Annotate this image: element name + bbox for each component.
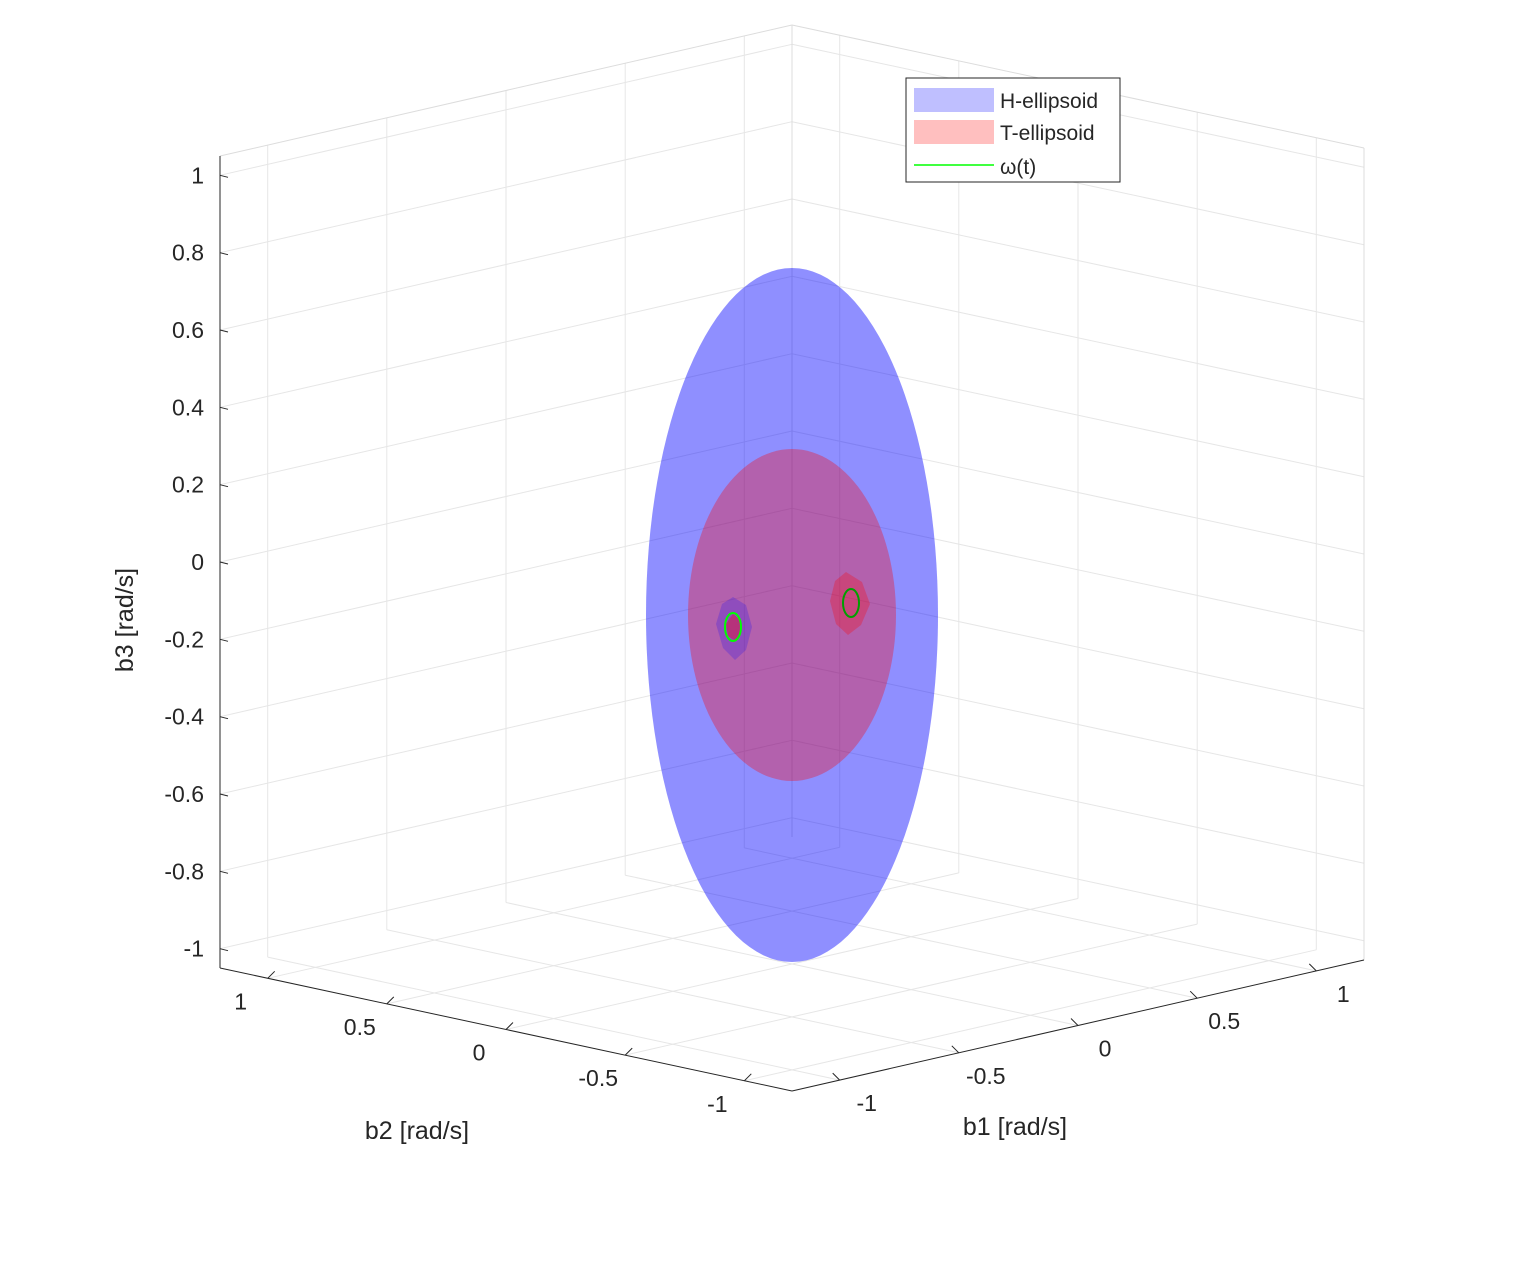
grid-line bbox=[791, 507, 1365, 632]
z-tick-label: -1 bbox=[184, 936, 204, 962]
grid-line bbox=[219, 121, 793, 254]
y-tick-label: 1 bbox=[234, 988, 247, 1014]
grid-line bbox=[791, 817, 1365, 942]
axes bbox=[219, 156, 1365, 1092]
y-tick-mark bbox=[624, 1047, 633, 1056]
z-tick-label: 0.4 bbox=[172, 394, 204, 420]
h-ellipsoid-cap-left bbox=[716, 597, 752, 660]
y-tick-label: -0.5 bbox=[578, 1065, 618, 1091]
grid-line bbox=[791, 353, 1365, 478]
grid-line bbox=[791, 430, 1365, 555]
z-tick-mark bbox=[219, 870, 229, 874]
x-tick-mark bbox=[951, 1045, 960, 1054]
t-ellipsoid-cap-left bbox=[726, 614, 741, 641]
grid-line bbox=[219, 275, 793, 408]
legend: H-ellipsoid T-ellipsoid ω(t) bbox=[905, 77, 1121, 183]
x-tick-mark bbox=[832, 1072, 841, 1081]
y-axis-label: b2 [rad/s] bbox=[365, 1117, 469, 1145]
legend-label-omega: ω(t) bbox=[1000, 156, 1036, 179]
x-tick-mark bbox=[1308, 963, 1317, 972]
omega-trajectory-right bbox=[842, 588, 860, 618]
y-tick-label: 0.5 bbox=[344, 1014, 376, 1040]
grid-line bbox=[386, 872, 959, 1005]
t-ellipsoid-surface bbox=[688, 449, 896, 781]
x-tick-label: -0.5 bbox=[966, 1063, 1006, 1089]
y-tick-mark bbox=[743, 1073, 752, 1082]
grid-line bbox=[791, 275, 1365, 400]
legend-label-h: H-ellipsoid bbox=[1000, 90, 1098, 113]
x-axis-label: b1 [rad/s] bbox=[963, 1113, 1067, 1141]
grid-line bbox=[219, 430, 793, 563]
grid-line bbox=[219, 662, 793, 795]
grid-line bbox=[219, 817, 793, 950]
grid-line bbox=[791, 739, 1365, 864]
z-tick-label: 0.2 bbox=[172, 472, 204, 498]
tick-labels: -1 -0.5 0 0.5 1 -1 -0.5 0 0.5 1 -1 -0.8 -0.6 -0.4 -0.2… bbox=[164, 162, 1349, 1117]
y-tick-mark bbox=[505, 1022, 514, 1030]
legend-swatch-h bbox=[914, 88, 994, 112]
x-tick-mark bbox=[1189, 990, 1198, 999]
z-tick-label: -0.4 bbox=[164, 704, 204, 730]
box-edge bbox=[219, 24, 793, 157]
grid-line bbox=[267, 846, 840, 979]
z-tick-label: 0 bbox=[191, 549, 204, 575]
grid-line bbox=[219, 198, 793, 331]
z-tick-label: 0.8 bbox=[172, 240, 204, 266]
grid-line bbox=[791, 121, 1365, 246]
x-tick-label: 0 bbox=[1099, 1036, 1112, 1062]
z-tick-mark bbox=[219, 329, 229, 333]
z-tick-mark bbox=[219, 716, 229, 720]
y-tick-label: -1 bbox=[707, 1091, 727, 1117]
z-axis-label: b3 [rad/s] bbox=[111, 568, 139, 672]
plot-surfaces bbox=[646, 268, 938, 962]
z-tick-mark bbox=[219, 174, 229, 178]
x-tick-label: -1 bbox=[856, 1090, 876, 1116]
z-tick-label: -0.8 bbox=[164, 858, 204, 884]
grid-line bbox=[219, 353, 793, 486]
z-tick-mark bbox=[219, 561, 229, 565]
grid-line bbox=[791, 662, 1365, 787]
grid-line bbox=[219, 739, 793, 872]
z-tick-mark bbox=[219, 948, 229, 952]
x-tick-label: 1 bbox=[1337, 981, 1350, 1007]
z-tick-mark bbox=[219, 484, 229, 488]
y-tick-mark bbox=[267, 970, 276, 979]
x-tick-label: 0.5 bbox=[1208, 1008, 1240, 1034]
z-tick-mark bbox=[219, 638, 229, 642]
z-tick-mark bbox=[219, 793, 229, 797]
grid-line bbox=[791, 585, 1365, 710]
grid-line bbox=[744, 949, 1317, 1082]
legend-label-t: T-ellipsoid bbox=[1000, 122, 1095, 145]
grid-line bbox=[219, 585, 793, 718]
z-tick-mark bbox=[219, 252, 229, 256]
grid-lines bbox=[219, 24, 1365, 1082]
z-tick-mark bbox=[219, 406, 229, 410]
grid-line bbox=[505, 898, 1079, 1030]
z-tick-label: 0.6 bbox=[172, 317, 204, 343]
z-tick-label: -0.6 bbox=[164, 781, 204, 807]
grid-line bbox=[625, 923, 1198, 1056]
grid-line bbox=[791, 198, 1365, 323]
grid-line bbox=[219, 507, 793, 640]
y-tick-label: 0 bbox=[473, 1040, 486, 1066]
legend-swatch-t bbox=[914, 120, 994, 144]
omega-trajectory-left bbox=[724, 612, 742, 642]
z-tick-label: 1 bbox=[191, 162, 204, 188]
y-tick-mark bbox=[386, 996, 395, 1005]
grid-line bbox=[219, 43, 793, 176]
x-tick-mark bbox=[1070, 1018, 1079, 1026]
z-tick-label: -0.2 bbox=[164, 626, 204, 652]
t-ellipsoid-cap-right bbox=[830, 572, 870, 635]
h-ellipsoid-surface bbox=[646, 268, 938, 962]
